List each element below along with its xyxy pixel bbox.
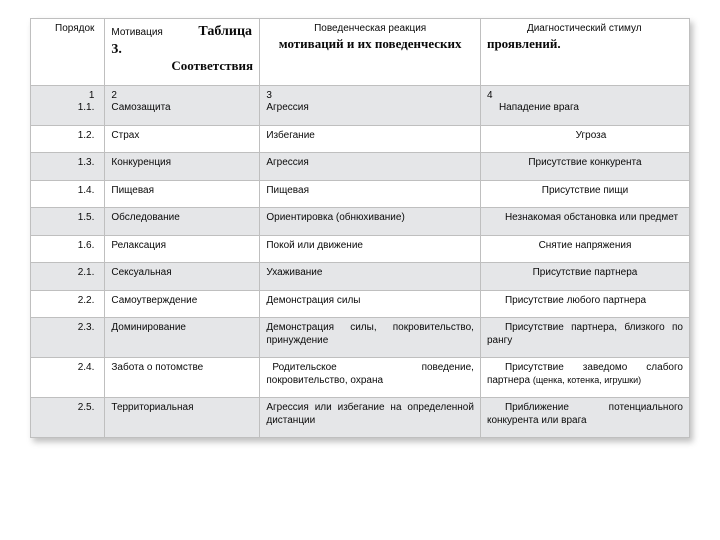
cell: 2.3. [31,318,105,358]
cell: Релаксация [105,235,260,263]
cell: Покой или движение [260,235,481,263]
table-subtitle-c: проявлений. [487,36,561,51]
cell: Присутствие любого партнера [480,290,689,318]
cell-small: (щенка, котенка, игрушки) [533,375,641,385]
header-react-label: Поведенческая реакция [314,23,426,34]
table-row: 1.5. Обследование Ориентировка (обнюхива… [31,208,690,236]
cell: Демонстрация силы, покровительство, прин… [260,318,481,358]
cell: Агрессия [266,102,308,113]
cell: Присутствие конкурента [480,153,689,181]
cell: Пищевая [105,180,260,208]
cell: 2.2. [31,290,105,318]
table-row: 2.1. Сексуальная Ухаживание Присутствие … [31,263,690,291]
cell: Самозащита [111,102,170,113]
cell: 2 [111,90,117,101]
cell: Агрессия [260,153,481,181]
header-num: Порядок [31,19,105,86]
header-stim: Диагностический стимул проявлений. [480,19,689,86]
motivation-table: Порядок Мотивация Таблица 3. Соответстви… [30,18,690,438]
cell: 1.5. [31,208,105,236]
table-row: 1.3. Конкуренция Агрессия Присутствие ко… [31,153,690,181]
table-row: 1.6. Релаксация Покой или движение Сняти… [31,235,690,263]
cell: Присутствие партнера [480,263,689,291]
cell: 1.2. [31,125,105,153]
cell: Агрессия или избегание на определенной д… [260,398,481,438]
cell: Страх [105,125,260,153]
cell: Доминирование [105,318,260,358]
cell: Ухаживание [260,263,481,291]
cell: Нападение врага [487,102,683,115]
cell: Незнакомая обстановка или предмет [480,208,689,236]
header-motiv: Мотивация Таблица 3. Соответствия [105,19,260,86]
table-row: 2.2. Самоутверждение Демонстрация силы П… [31,290,690,318]
table-row: 2.4. Забота о потомстве Родительское пов… [31,358,690,398]
cell: Забота о потомстве [105,358,260,398]
cell: Сексуальная [105,263,260,291]
header-stim-label: Диагностический стимул [527,23,642,34]
table-row: 1.4. Пищевая Пищевая Присутствие пищи [31,180,690,208]
header-num-label: Порядок [37,23,94,36]
cell: 4 [487,90,493,101]
cell: Обследование [105,208,260,236]
cell: Пищевая [260,180,481,208]
cell: 3 [266,90,272,101]
table-row: 11.1. 2Самозащита 3Агрессия 4Нападение в… [31,85,690,125]
cell: 2.4. [31,358,105,398]
cell: Присутствие заведомо слабого партнера (щ… [480,358,689,398]
header-motiv-label: Мотивация [111,27,162,38]
cell: Угроза [480,125,689,153]
cell: 1.1. [78,102,95,113]
cell: Родительское поведение, покровительство,… [260,358,481,398]
table-row: 2.3. Доминирование Демонстрация силы, по… [31,318,690,358]
cell: Самоутверждение [105,290,260,318]
cell: 1.4. [31,180,105,208]
cell: Приближение потенциального конкурента ил… [480,398,689,438]
cell: Демонстрация силы [260,290,481,318]
table-row: 1.2. Страх Избегание Угроза [31,125,690,153]
table-subtitle-b: мотиваций и их поведенческих [279,36,462,51]
header-react: Поведенческая реакция мотиваций и их пов… [260,19,481,86]
cell: Избегание [260,125,481,153]
cell: 2.1. [31,263,105,291]
cell: Присутствие пищи [480,180,689,208]
cell: Территориальная [105,398,260,438]
cell: 2.5. [31,398,105,438]
table-row: 2.5. Территориальная Агрессия или избега… [31,398,690,438]
cell: Присутствие партнера, близкого по рангу [480,318,689,358]
cell: Снятие напряжения [480,235,689,263]
cell: 1.3. [31,153,105,181]
cell: 1 [89,90,95,101]
cell: Ориентировка (обнюхивание) [260,208,481,236]
cell: Конкуренция [105,153,260,181]
table-subtitle-a: Соответствия [171,58,253,73]
cell: 1.6. [31,235,105,263]
